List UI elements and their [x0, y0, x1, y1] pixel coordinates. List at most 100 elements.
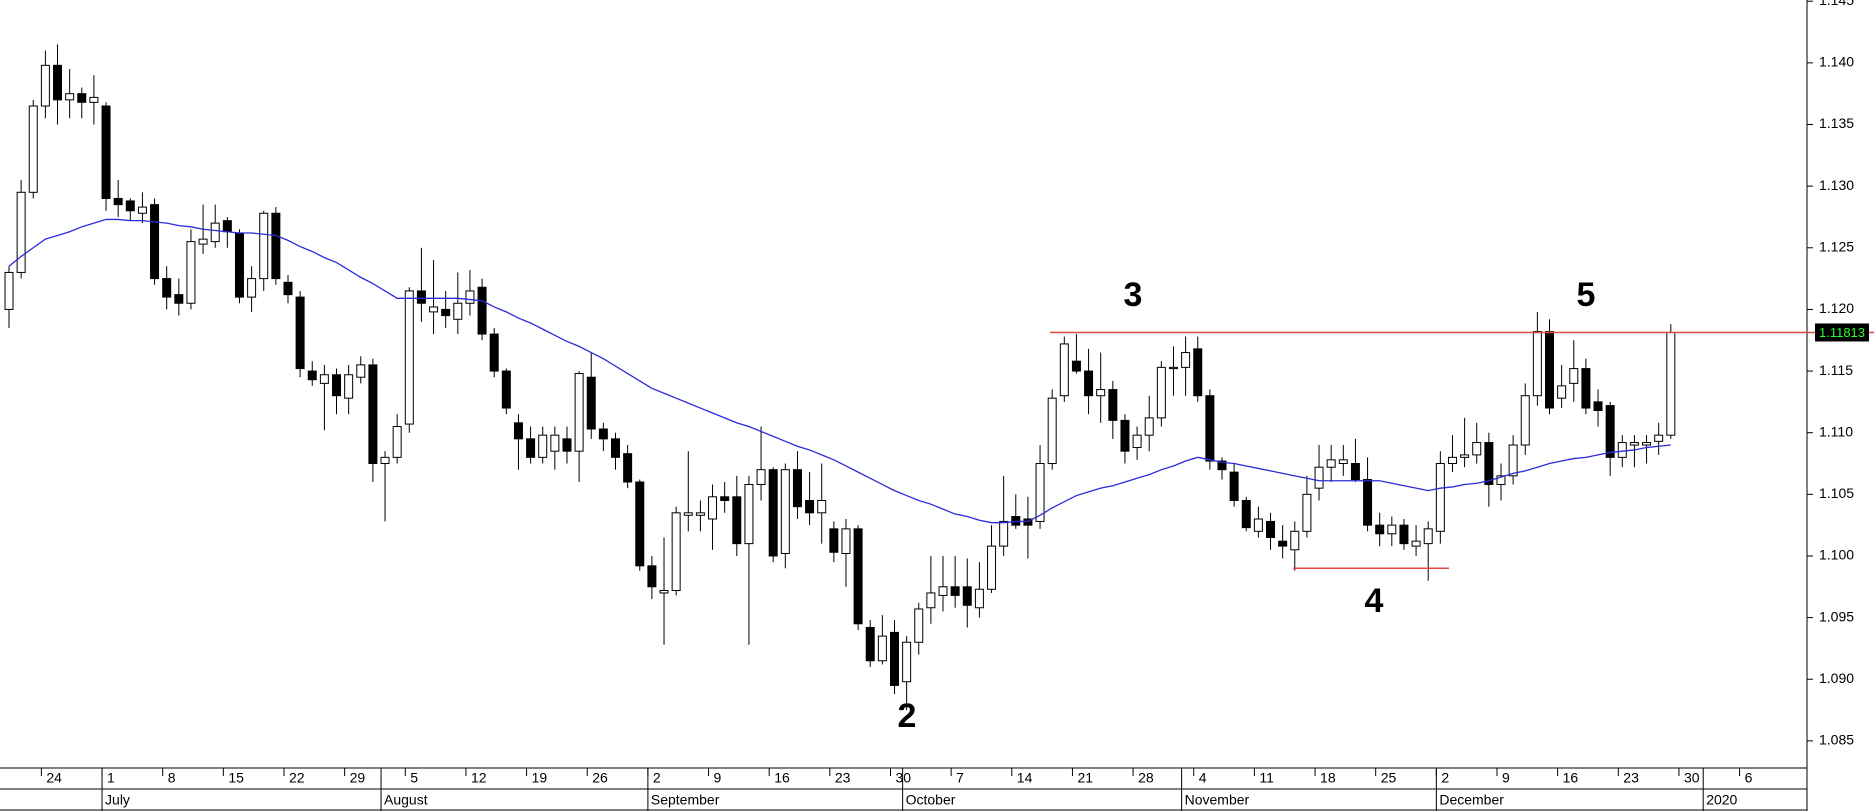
candle-body	[938, 586, 948, 596]
candle-body	[1290, 530, 1300, 551]
month-label: October	[906, 792, 956, 808]
candle-body	[392, 426, 402, 458]
candle-body	[780, 469, 790, 555]
candle-body	[1593, 401, 1603, 412]
candle-body	[40, 64, 50, 107]
candle-body	[513, 422, 523, 440]
candle-body	[307, 370, 317, 381]
candle-body	[853, 528, 863, 625]
candle-body	[586, 376, 596, 430]
candle-body	[1120, 419, 1130, 452]
y-tick-label: 1.120	[1819, 300, 1854, 316]
annotation: 4	[1365, 582, 1384, 620]
candle-body	[501, 370, 511, 409]
candle-body	[538, 434, 548, 458]
candle-body	[974, 588, 984, 609]
candle-body	[1241, 499, 1251, 529]
y-tick-label: 1.105	[1819, 485, 1854, 501]
candle-body	[950, 586, 960, 596]
month-label: December	[1439, 792, 1504, 808]
candle-body	[4, 271, 14, 310]
x-tick-label: 21	[1077, 770, 1093, 786]
candle-body	[526, 438, 536, 458]
candle-body	[1363, 479, 1373, 526]
candle-body	[1084, 370, 1094, 397]
candle-body	[647, 565, 657, 588]
x-tick-label: 23	[835, 770, 851, 786]
candle-body	[1375, 524, 1385, 535]
candle-body	[404, 290, 414, 425]
candle-body	[1266, 520, 1276, 538]
candle-body	[113, 197, 123, 206]
candle-body	[1581, 368, 1591, 409]
last-price-box	[1815, 323, 1869, 342]
x-tick-label: 8	[168, 770, 176, 786]
y-tick-label: 1.090	[1819, 670, 1854, 686]
x-tick-label: 6	[1745, 770, 1753, 786]
candle-body	[234, 232, 244, 298]
candle-body	[1193, 348, 1203, 397]
candle-body	[598, 428, 608, 440]
candle-body	[1545, 331, 1555, 409]
last-price-label: 1.11813	[1819, 325, 1865, 340]
candle-body	[1302, 493, 1312, 532]
month-label: 2020	[1706, 792, 1737, 808]
candle-body	[380, 456, 390, 465]
y-tick-label: 1.095	[1819, 608, 1854, 624]
candle-body	[841, 528, 851, 555]
x-tick-label: 1	[107, 770, 115, 786]
candle-body	[756, 469, 766, 485]
candle-body	[1168, 366, 1178, 370]
y-tick-label: 1.115	[1819, 362, 1853, 378]
candle-body	[1278, 540, 1288, 547]
candle-body	[356, 364, 366, 378]
candle-body	[1399, 524, 1409, 545]
candle-body	[1096, 389, 1106, 397]
x-tick-label: 4	[1199, 770, 1207, 786]
x-tick-label: 11	[1259, 770, 1274, 786]
candle-body	[550, 434, 560, 452]
candle-body	[1496, 475, 1506, 485]
month-label: August	[384, 792, 428, 808]
candle-body	[89, 96, 99, 103]
y-tick-label: 1.125	[1819, 238, 1854, 254]
candle-body	[283, 281, 293, 296]
candle-body	[805, 499, 815, 514]
candle-body	[708, 496, 718, 520]
candle-body	[489, 333, 499, 372]
y-tick-label: 1.085	[1819, 732, 1854, 748]
x-tick-label: 2	[653, 770, 661, 786]
x-tick-label: 18	[1320, 770, 1336, 786]
candle-body	[1144, 417, 1154, 436]
candle-body	[768, 469, 778, 557]
candle-body	[1411, 540, 1421, 547]
candle-body	[792, 469, 802, 508]
month-label: September	[651, 792, 720, 808]
candle-body	[829, 528, 839, 553]
candle-body	[889, 631, 899, 686]
x-tick-label: 9	[1502, 770, 1510, 786]
x-tick-label: 16	[1563, 770, 1579, 786]
candle-body	[611, 438, 620, 458]
candle-body	[562, 438, 572, 452]
candle-body	[1108, 389, 1118, 421]
x-tick-label: 9	[714, 770, 722, 786]
candle-body	[695, 512, 705, 516]
x-tick-label: 12	[471, 770, 487, 786]
month-label: July	[105, 792, 130, 808]
candle-body	[28, 105, 38, 193]
annotation: 3	[1124, 276, 1143, 314]
candle-body	[1217, 460, 1227, 471]
candle-body	[1059, 343, 1069, 397]
candle-body	[732, 496, 742, 545]
candle-body	[1532, 331, 1542, 397]
x-tick-label: 7	[956, 770, 964, 786]
candle-body	[1666, 331, 1676, 436]
candle-body	[1508, 444, 1518, 477]
candle-body	[817, 499, 827, 514]
candle-body	[150, 204, 160, 280]
x-tick-label: 30	[1684, 770, 1700, 786]
plot-area	[4, 44, 1676, 711]
